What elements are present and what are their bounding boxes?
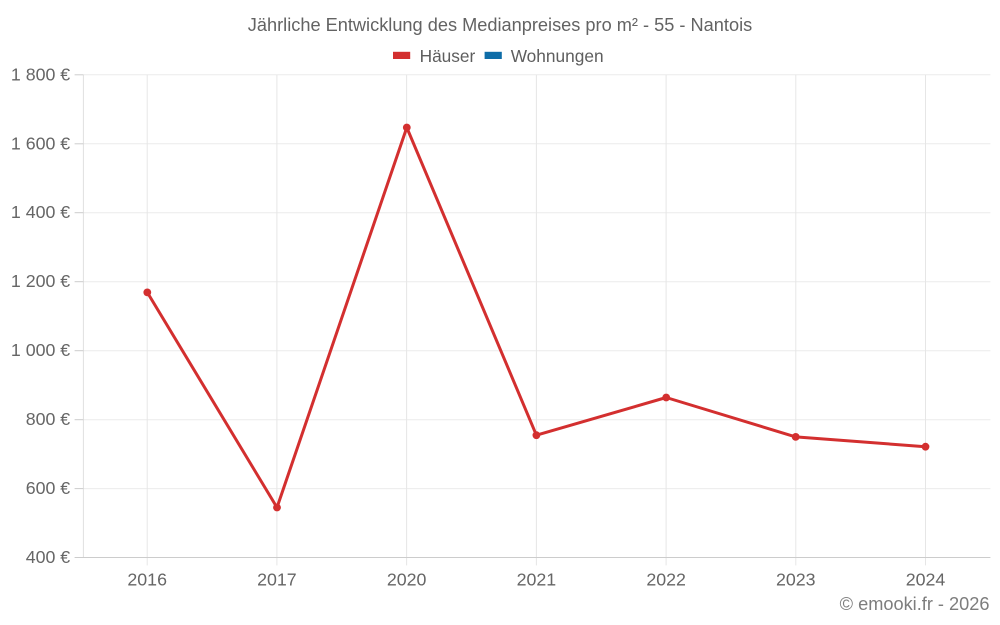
svg-text:Wohnungen: Wohnungen bbox=[511, 46, 604, 66]
svg-text:2021: 2021 bbox=[517, 570, 557, 590]
svg-text:2016: 2016 bbox=[127, 570, 167, 590]
svg-text:1 400 €: 1 400 € bbox=[11, 202, 70, 222]
svg-text:1 200 €: 1 200 € bbox=[11, 271, 70, 291]
svg-text:2020: 2020 bbox=[387, 570, 427, 590]
svg-text:1 600 €: 1 600 € bbox=[11, 133, 70, 153]
svg-text:© emooki.fr - 2026: © emooki.fr - 2026 bbox=[840, 594, 990, 614]
svg-text:Jährliche Entwicklung des Medi: Jährliche Entwicklung des Medianpreises … bbox=[248, 15, 752, 35]
svg-text:800 €: 800 € bbox=[26, 409, 71, 429]
svg-text:2023: 2023 bbox=[776, 570, 816, 590]
svg-text:2022: 2022 bbox=[646, 570, 686, 590]
svg-text:1 000 €: 1 000 € bbox=[11, 340, 70, 360]
svg-text:Häuser: Häuser bbox=[420, 46, 476, 66]
svg-text:2024: 2024 bbox=[906, 570, 946, 590]
svg-text:400 €: 400 € bbox=[26, 547, 71, 567]
svg-text:1 800 €: 1 800 € bbox=[11, 64, 70, 84]
svg-text:2017: 2017 bbox=[257, 570, 297, 590]
svg-text:600 €: 600 € bbox=[26, 478, 71, 498]
